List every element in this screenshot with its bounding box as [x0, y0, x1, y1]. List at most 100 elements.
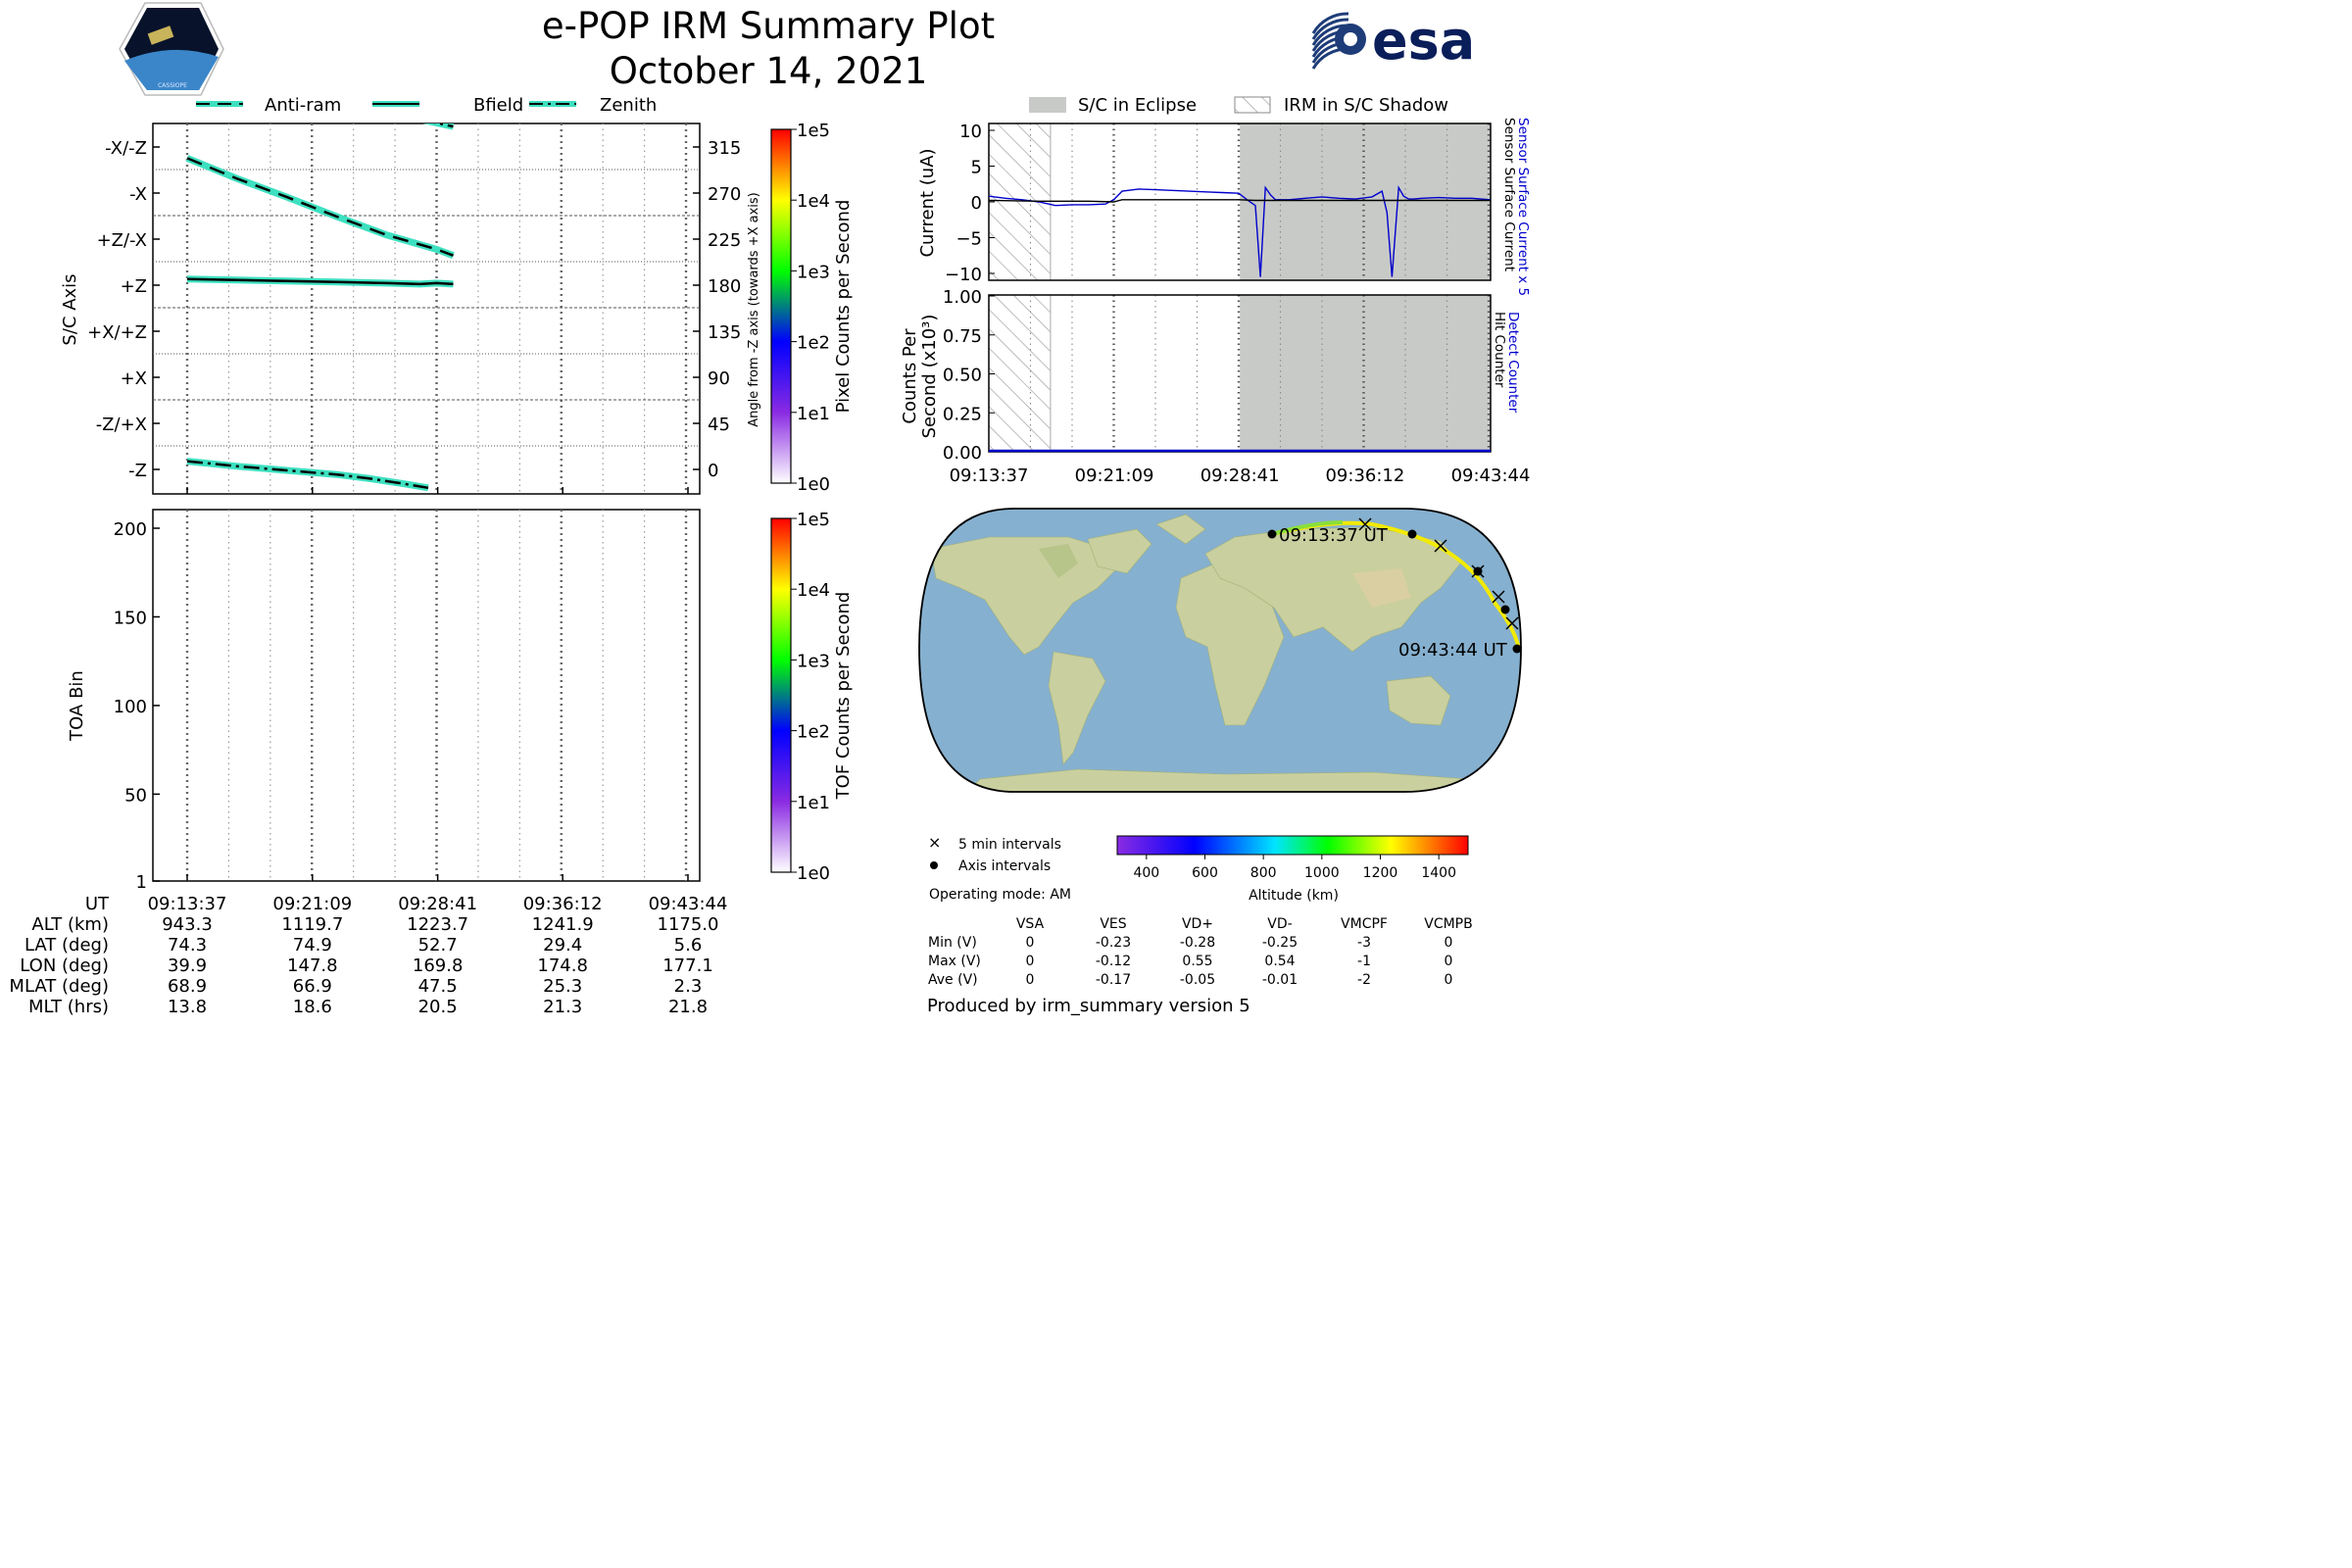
voltage-value: -1 [1357, 954, 1371, 969]
voltage-value: -2 [1357, 972, 1371, 988]
y-axis-label: Second (x10³) [919, 315, 940, 439]
axis-label: -X/-Z [105, 138, 147, 159]
series-line [186, 460, 429, 490]
legend-label: Bfield [473, 95, 523, 116]
eclipse-region [1240, 123, 1491, 280]
cassiope-logo: CASSIOPE [119, 2, 224, 96]
angle-tick-label: 45 [708, 415, 730, 435]
voltage-header: VCMPB [1424, 916, 1472, 932]
page-title: e-POP IRM Summary Plot [541, 5, 996, 47]
y-tick-label: 1 [136, 872, 147, 893]
y-axis-label-right: Angle from -Z axis (towards +X axis) [747, 192, 761, 426]
angle-tick-label: 90 [708, 368, 730, 389]
logo-satellite [147, 25, 174, 45]
voltage-header: VSA [1016, 916, 1045, 932]
eph-value: 174.8 [537, 956, 588, 976]
voltage-row-label: Min (V) [928, 935, 977, 951]
legend-axis-label: Axis intervals [958, 858, 1051, 874]
y-tick-label: 150 [114, 608, 147, 628]
y-tick-label: 10 [959, 122, 982, 142]
eph-row-label: LAT (deg) [24, 935, 109, 956]
eph-value: 2.3 [674, 976, 703, 997]
y-tick-label: 0.50 [943, 366, 982, 386]
eph-value: 5.6 [674, 935, 703, 956]
y-axis-label: Counts Per [900, 328, 920, 424]
shadow-region [988, 294, 1052, 453]
map-panel: 09:13:37 UT 09:43:44 UT × 5 min intervals Ax… [918, 508, 1522, 904]
voltage-value: -0.28 [1180, 935, 1215, 951]
altitude-tick-label: 1400 [1421, 865, 1456, 881]
y-axis-label: S/C Axis [60, 273, 80, 345]
esa-swirl [1311, 12, 1349, 34]
ut-tick-label: 09:21:09 [272, 894, 352, 914]
angle-tick-label: 180 [708, 276, 741, 297]
voltage-value: -3 [1357, 935, 1371, 951]
landmass [1048, 651, 1106, 765]
altitude-tick-label: 800 [1250, 865, 1277, 881]
eph-value: 21.8 [668, 997, 708, 1017]
eph-row-label: MLT (hrs) [28, 997, 109, 1017]
eph-value: 20.5 [418, 997, 458, 1017]
colorbar-tick-label: 1e3 [797, 651, 830, 671]
esa-mark-inner [1344, 32, 1357, 46]
landmass [1386, 675, 1451, 726]
landmass [1204, 526, 1461, 653]
plot-frame [152, 122, 701, 495]
five-min-marker [1434, 539, 1447, 553]
ut-tick-label: 09:13:37 [148, 894, 227, 914]
colorbar-tick-label: 1e4 [797, 580, 830, 601]
series-line [988, 199, 1491, 203]
colorbar-tick-label: 1e1 [797, 793, 830, 813]
landmass [1155, 514, 1206, 545]
operating-mode: Operating mode: AM [929, 887, 1071, 903]
landmass-shade [1352, 568, 1411, 608]
voltage-value: -0.12 [1096, 954, 1131, 969]
axis-label: -Z/+X [96, 415, 147, 435]
ut-tick-label: 09:28:41 [1200, 466, 1280, 486]
sensor-panels: S/C in Eclipse IRM in S/C Shadow 10 5 0 −5 −10… [900, 95, 1531, 486]
y-tick-label: 200 [114, 519, 147, 540]
colorbar-tick-label: 1e5 [797, 121, 830, 141]
colorbar-tick-label: 1e3 [797, 262, 830, 282]
legend-eclipse-swatch [1029, 97, 1066, 113]
colorbar-tick-label: 1e0 [797, 474, 830, 495]
five-min-marker [1505, 616, 1519, 630]
legend-eclipse-label: S/C in Eclipse [1078, 95, 1197, 116]
page-date: October 14, 2021 [609, 50, 928, 92]
eph-value: 169.8 [413, 956, 464, 976]
legend-shadow-label: IRM in S/C Shadow [1284, 95, 1448, 116]
voltage-value: 0 [1026, 935, 1035, 951]
eph-value: 13.8 [168, 997, 207, 1017]
legend-dot-marker [930, 861, 938, 869]
y-tick-label: 5 [971, 158, 982, 178]
map-outline [918, 508, 1522, 793]
colorbar-tick-label: 1e5 [797, 510, 830, 530]
axis-interval-dot [1512, 644, 1522, 654]
axis-interval-dot [1267, 529, 1277, 539]
eph-value: 177.1 [662, 956, 713, 976]
series-halo [422, 123, 455, 130]
eph-value: 74.3 [168, 935, 207, 956]
altitude-tick-label: 1200 [1363, 865, 1398, 881]
eph-row-label: UT [85, 894, 110, 914]
y-tick-label: −5 [956, 229, 982, 250]
figure: e-POP IRM Summary Plot October 14, 2021 … [0, 0, 1537, 1024]
eph-value: 21.3 [543, 997, 582, 1017]
colorbar-tick-label: 1e4 [797, 191, 830, 212]
y-tick-label: 0.75 [943, 326, 982, 347]
eph-value: 39.9 [168, 956, 207, 976]
angle-tick-label: 315 [708, 138, 741, 159]
footer: Produced by irm_summary version 5 [927, 996, 1250, 1016]
angle-tick-label: 135 [708, 322, 741, 343]
orbit-panel: Anti-ram Bfield Zenith -X/-Z -X +Z/-X +Z +X/+Z +… [60, 95, 761, 495]
ut-tick-label: 09:43:44 [1451, 466, 1531, 486]
y-tick-label: 0 [971, 193, 982, 214]
legend-shadow-swatch [1234, 96, 1271, 114]
plot-frame [152, 509, 701, 882]
five-min-marker [1471, 564, 1485, 578]
axis-label: +Z/-X [97, 230, 147, 251]
pixel-colorbar: 1e5 1e4 1e3 1e2 1e1 1e0 Pixel Counts per Secon… [770, 121, 854, 495]
axis-interval-dot [1500, 605, 1510, 614]
legend-x-marker: × [928, 833, 941, 852]
eph-value: 66.9 [293, 976, 332, 997]
